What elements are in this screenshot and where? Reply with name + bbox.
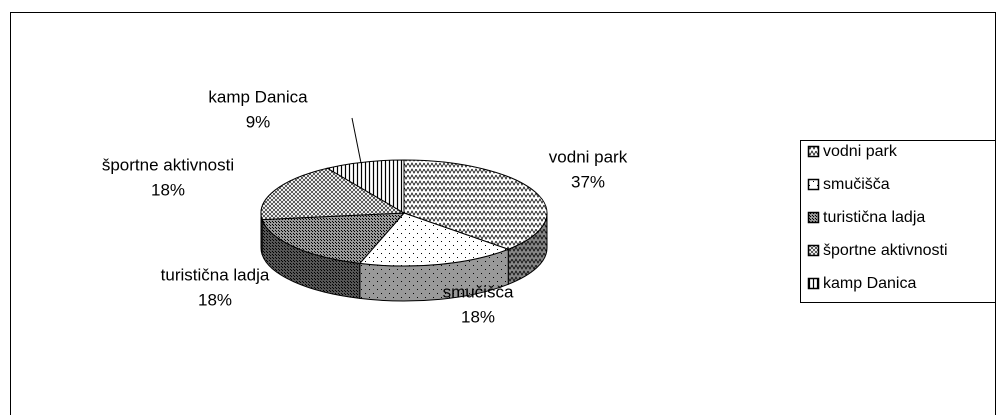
labels: vodni park 37% vodni park smučišča 18% smučiš… xyxy=(102,87,948,326)
slice xyxy=(403,159,548,250)
pie xyxy=(260,159,548,302)
slice-label: kamp Danica xyxy=(208,87,308,106)
legend-label: turistična ladja xyxy=(823,209,925,226)
legend-label: smučišča xyxy=(823,176,890,193)
slice xyxy=(358,212,510,267)
slice-value-label: 37% xyxy=(571,172,605,191)
slice-label: turistična ladja xyxy=(161,265,270,284)
slice xyxy=(260,167,406,221)
legend-label: vodni park xyxy=(823,143,898,160)
slice xyxy=(326,159,405,214)
legend-swatch xyxy=(807,244,820,257)
slice xyxy=(261,212,406,264)
slice-label: vodni park xyxy=(549,147,628,166)
legend-swatch xyxy=(807,277,820,290)
legend-box xyxy=(800,140,996,303)
slice-value-label: 18% xyxy=(198,290,232,309)
legend-label: kamp Danica xyxy=(823,275,916,292)
slice-value-label: 18% xyxy=(151,180,185,199)
slice-value-label: 18% xyxy=(461,307,495,326)
legend-swatch xyxy=(807,178,820,191)
slice-value-label: 9% xyxy=(246,112,271,131)
legend-label: športne aktivnosti xyxy=(823,242,948,259)
legend-swatch xyxy=(807,145,820,158)
leader-line xyxy=(351,117,362,164)
slice-label: športne aktivnosti xyxy=(102,155,234,174)
slice-label: smučišča xyxy=(443,282,514,301)
legend-swatch xyxy=(807,211,820,224)
